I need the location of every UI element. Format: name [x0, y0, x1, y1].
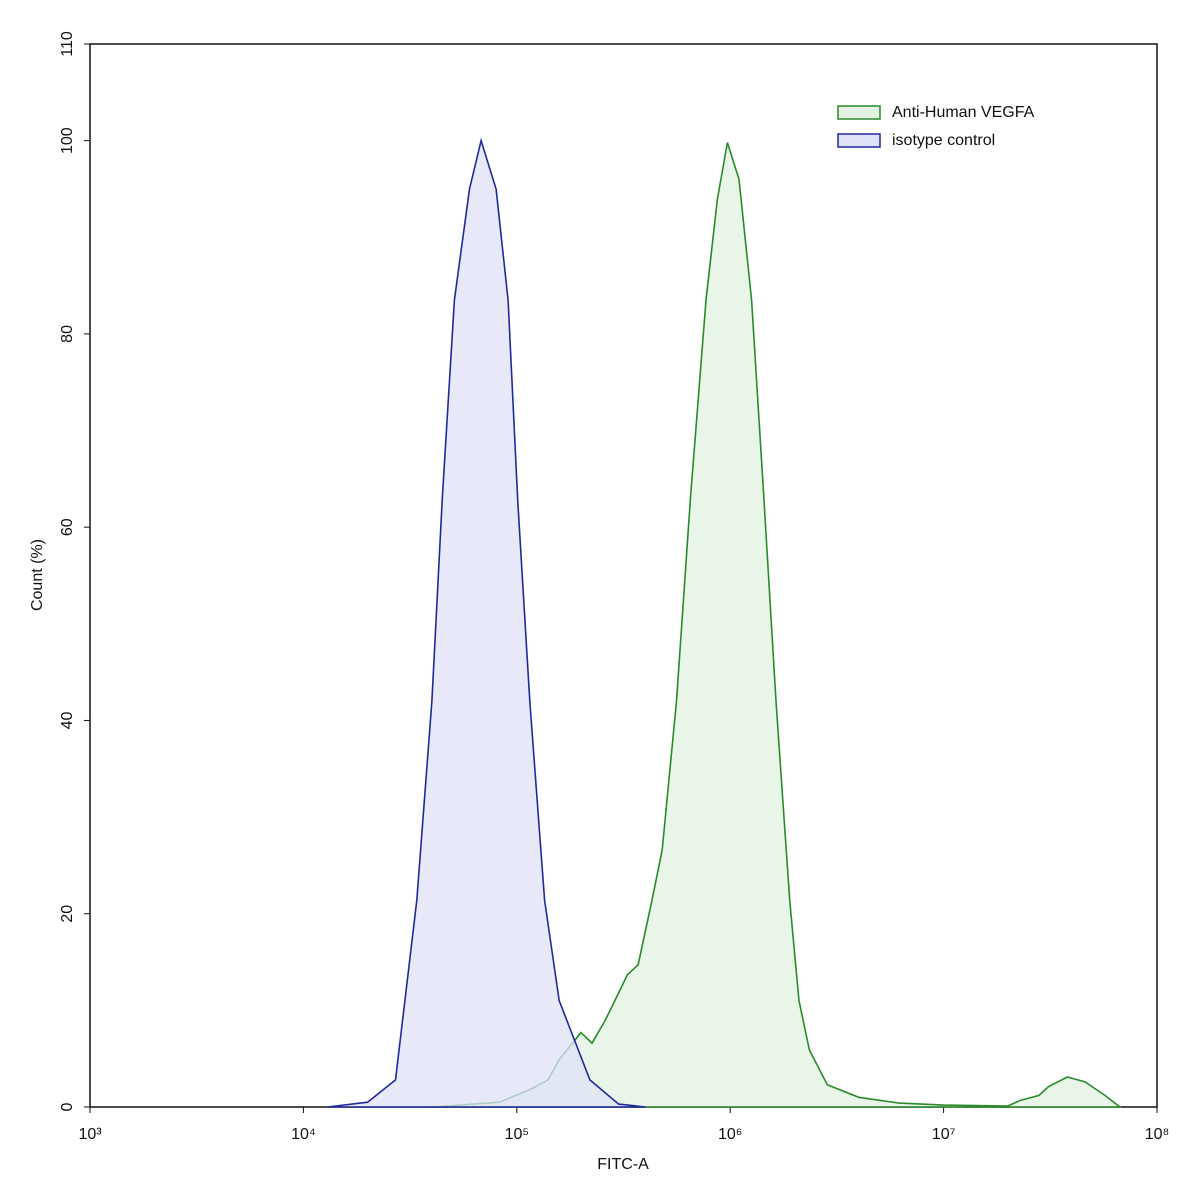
x-tick-label: 10⁴ — [291, 1126, 316, 1143]
legend-label: isotype control — [892, 132, 995, 149]
y-tick-label: 110 — [59, 31, 76, 57]
legend-label: Anti-Human VEGFA — [892, 104, 1035, 121]
x-tick-label: 10⁶ — [718, 1126, 742, 1143]
legend-swatch — [837, 105, 881, 120]
x-axis-label: FITC-A — [597, 1156, 649, 1173]
x-tick-label: 10³ — [78, 1126, 102, 1143]
area-line — [431, 142, 1123, 1108]
y-tick-label: 80 — [59, 325, 76, 343]
y-tick-label: 20 — [59, 905, 76, 923]
area-line — [327, 137, 646, 1108]
y-axis-label: Count (%) — [29, 539, 46, 611]
plot-frame — [89, 43, 1158, 1108]
y-tick-label: 100 — [59, 127, 76, 154]
x-tick-label: 10⁸ — [1145, 1126, 1170, 1143]
legend-swatch — [837, 133, 881, 148]
y-tick-label: 0 — [59, 1102, 76, 1111]
x-tick-label: 10⁵ — [505, 1126, 529, 1143]
x-tick-label: 10⁷ — [932, 1126, 956, 1143]
y-tick-label: 60 — [59, 518, 76, 536]
y-tick-label: 40 — [59, 711, 76, 729]
